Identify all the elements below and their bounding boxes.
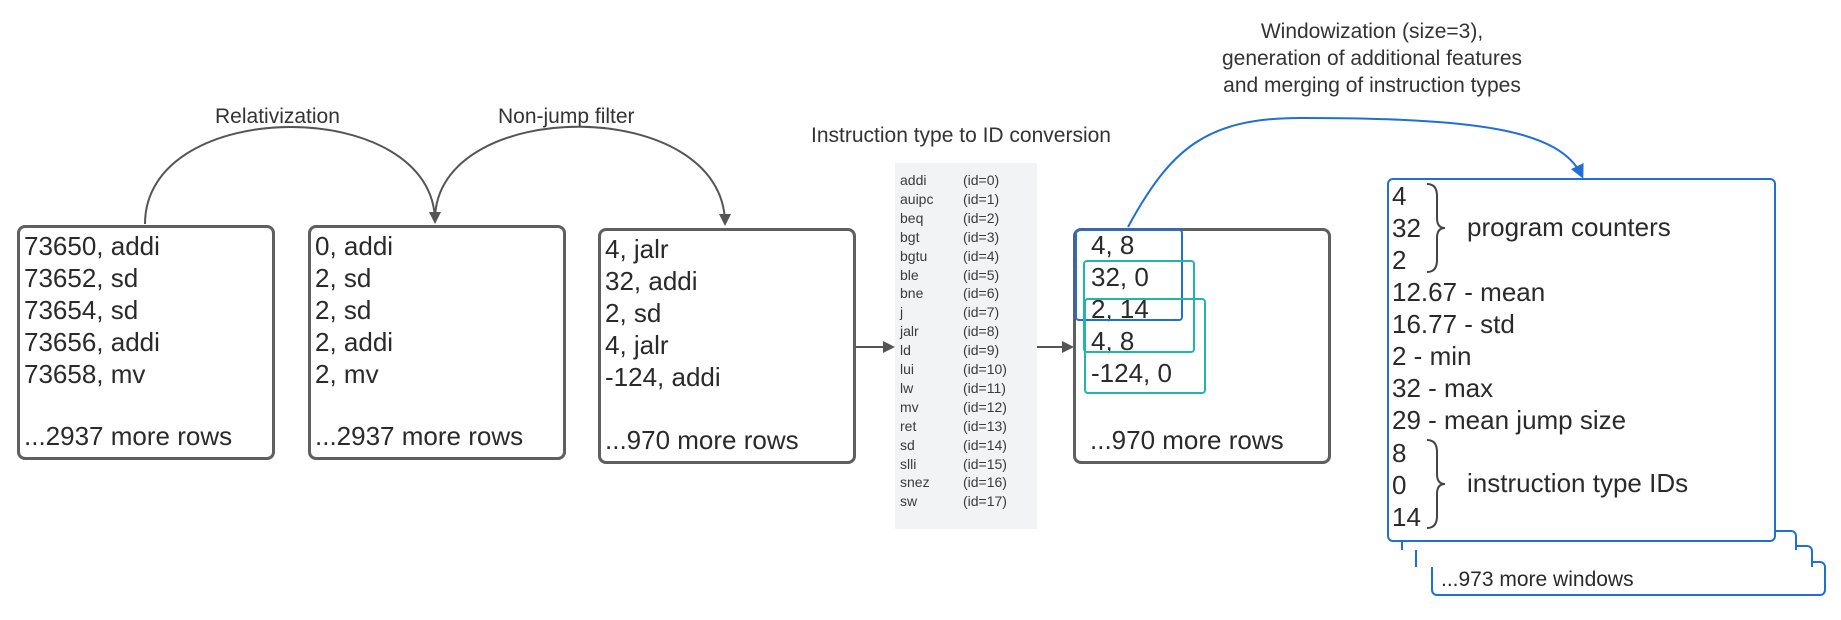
window-highlight-1: [1075, 229, 1183, 321]
table-row: 73658, mv: [24, 359, 146, 389]
legend-instruction-name: lui: [900, 361, 915, 377]
window-highlight-3: [1084, 298, 1206, 394]
windowization-arrow: [1127, 116, 1584, 228]
table-row: 2, sd: [315, 295, 372, 325]
legend-instruction-name: jalr: [900, 323, 919, 340]
table-row: 73656, addi: [24, 327, 160, 357]
legend-instruction-id: (id=11): [963, 379, 1006, 396]
program-counter-value: 4: [1392, 181, 1407, 211]
window-feature-card: [1387, 178, 1776, 542]
legend-instruction-id: (id=10): [963, 361, 1007, 377]
table-row: 32, addi: [605, 266, 698, 296]
table-row: 32, 0: [1091, 262, 1149, 292]
windowization-label-line-2: generation of additional features: [1221, 47, 1523, 70]
legend-instruction-name: mv: [900, 398, 919, 415]
table-row: -124, addi: [605, 362, 721, 392]
feature-mean-jump-size: 29 - mean jump size: [1392, 405, 1627, 435]
more-windows-label: ...973 more windows: [1441, 568, 1634, 591]
windowization-label-line-1: Windowization (size=3),: [1260, 20, 1484, 43]
relative-trace-table: 0, addi 2, sd 2, sd 2, addi 2, mv ...293…: [308, 225, 566, 460]
legend-instruction-id: (id=8): [963, 323, 1000, 340]
feature-min: 2 - min: [1392, 341, 1472, 371]
table-row: 4, jalr: [605, 330, 669, 360]
more-rows-label: ...2937 more rows: [24, 421, 233, 451]
legend-instruction-name: bgtu: [900, 247, 928, 264]
legend-instruction-id: (id=14): [963, 436, 1007, 453]
filtered-trace-rows: 4, jalr 32, addi 2, sd 4, jalr -124, add…: [605, 233, 721, 393]
legend-instruction-name: sd: [900, 436, 915, 453]
table-row: 4, 8: [1091, 230, 1135, 260]
legend-instruction-name: addi: [900, 172, 927, 188]
table-row: 73650, addi: [24, 231, 160, 261]
more-rows-label: ...2937 more rows: [315, 421, 524, 451]
table-row: 4, jalr: [605, 234, 669, 264]
program-counter-value: 32: [1392, 213, 1421, 243]
legend-instruction-name: bne: [900, 285, 924, 302]
legend-instruction-name: slli: [900, 455, 917, 472]
nonjump-filter-arrow: [434, 125, 731, 226]
legend-instruction-name: ld: [900, 342, 911, 359]
feature-mean: 12.67 - mean: [1392, 277, 1546, 307]
legend-instruction-name: j: [900, 304, 904, 321]
table-row: 73654, sd: [24, 295, 139, 325]
filtered-trace-table: 4, jalr 32, addi 2, sd 4, jalr -124, add…: [598, 228, 856, 464]
instruction-id-legend: addi (id=0) auipc (id=1) beq (id=2) bgt (id=3) b…: [895, 163, 1037, 529]
legend-instruction-id: (id=0): [963, 172, 1000, 188]
feature-max: 32 - max: [1392, 373, 1494, 403]
relativization-arrow: [144, 126, 441, 225]
program-counters-brace-icon: [1426, 183, 1446, 273]
table-row: 2, sd: [315, 263, 372, 293]
more-rows-label: ...970 more rows: [605, 425, 799, 455]
table-row: 0, addi: [315, 231, 394, 261]
raw-trace-table: 73650, addi 73652, sd 73654, sd 73656, a…: [17, 225, 275, 460]
relativization-label: Relativization: [215, 105, 340, 128]
legend-instruction-name: ble: [900, 266, 919, 283]
relative-trace-rows: 0, addi 2, sd 2, sd 2, addi 2, mv: [315, 230, 393, 390]
legend-instruction-name: ret: [900, 417, 917, 434]
table-row: 2, addi: [315, 327, 394, 357]
instruction-ids-label: instruction type IDs: [1467, 468, 1689, 498]
legend-instruction-name: auipc: [900, 190, 934, 207]
legend-instruction-id: (id=4): [963, 247, 1000, 264]
legend-instruction-id: (id=3): [963, 228, 1000, 245]
instruction-ids-brace-icon: [1426, 439, 1446, 529]
legend-instruction-name: bgt: [900, 228, 920, 245]
more-rows-label: ...970 more rows: [1090, 425, 1284, 455]
legend-instruction-id: (id=6): [963, 285, 1000, 302]
legend-instruction-name: lw: [900, 379, 914, 396]
legend-instruction-name: sw: [900, 493, 918, 510]
program-counters-label: program counters: [1467, 212, 1671, 242]
legend-instruction-id: (id=9): [963, 342, 1000, 359]
legend-instruction-id: (id=17): [963, 493, 1007, 510]
instruction-id-value: 8: [1392, 438, 1407, 468]
nonjump-filter-label: Non-jump filter: [498, 105, 635, 128]
raw-trace-rows: 73650, addi 73652, sd 73654, sd 73656, a…: [24, 230, 160, 390]
legend-instruction-id: (id=7): [963, 304, 1000, 321]
instruction-id-value: 0: [1392, 470, 1407, 500]
legend-instruction-id: (id=13): [963, 417, 1007, 434]
legend-instruction-id: (id=15): [963, 455, 1007, 472]
table-row: 2, mv: [315, 359, 379, 389]
table-row: 2, sd: [605, 298, 662, 328]
conversion-label: Instruction type to ID conversion: [811, 124, 1111, 147]
table-row: -124, 0: [1091, 358, 1172, 388]
instruction-id-value: 14: [1392, 502, 1421, 532]
feature-std: 16.77 - std: [1392, 309, 1515, 339]
legend-instruction-id: (id=5): [963, 266, 1000, 283]
legend-instruction-id: (id=2): [963, 209, 1000, 226]
legend-instruction-id: (id=1): [963, 190, 1000, 207]
legend-instruction-id: (id=12): [963, 398, 1007, 415]
table-row: 73652, sd: [24, 263, 139, 293]
legend-instruction-name: snez: [900, 474, 930, 491]
id-trace-table: ...970 more rows: [1073, 228, 1331, 464]
windowization-label: Windowization (size=3), generation of ad…: [1182, 18, 1562, 99]
windowization-label-line-3: and merging of instruction types: [1223, 74, 1521, 97]
legend-instruction-name: beq: [900, 209, 924, 226]
program-counter-value: 2: [1392, 245, 1407, 275]
legend-instruction-id: (id=16): [963, 474, 1007, 491]
